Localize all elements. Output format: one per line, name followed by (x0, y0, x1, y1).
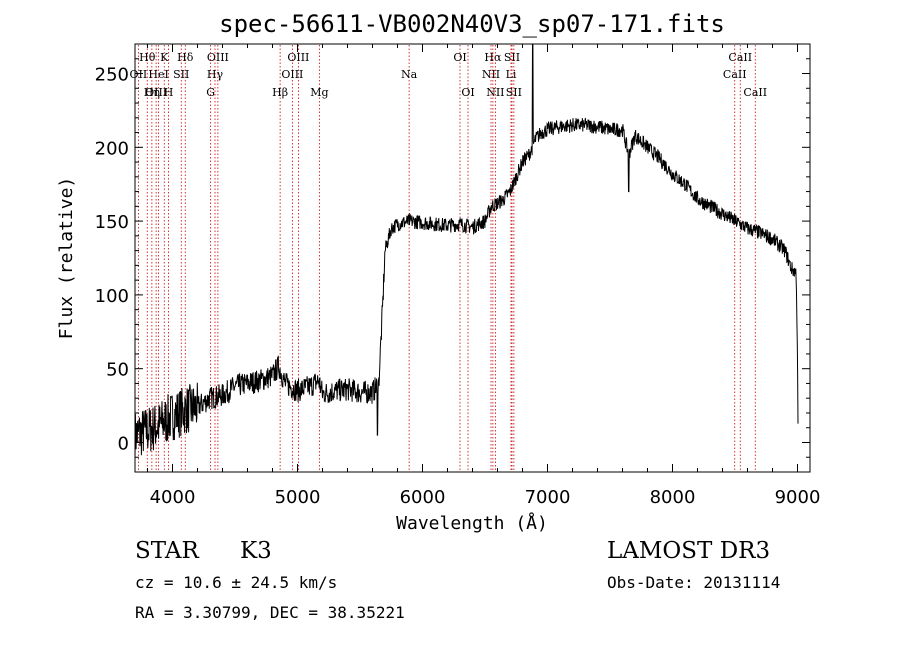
spectral-line-label: Hθ (139, 51, 156, 64)
spectral-line-label: Hδ (177, 51, 194, 64)
flux-line (134, 43, 799, 461)
y-tick-label: 0 (118, 433, 129, 454)
spectral-line-label: OIII (287, 51, 309, 64)
spectral-line-label: HeI (148, 68, 168, 81)
spectral-line-markers: Hθ OII OIII K HeI Hη H SII Hδ OIII Hγ G OIII OIII Hβ Mg… (130, 45, 767, 471)
spectral-line-label: Hγ (207, 68, 224, 81)
spectral-line-label: H (164, 86, 174, 99)
y-tick-label: 50 (106, 360, 129, 381)
spectral-line-label: OIII (145, 86, 167, 99)
spectral-line-label: Mg (310, 86, 328, 99)
spectral-line-label: NII (482, 68, 500, 81)
object-subclass: K3 (240, 538, 272, 564)
x-tick-label: 8000 (650, 487, 696, 508)
y-axis-label: Flux (relative) (56, 177, 77, 340)
y-tick-label: 200 (95, 138, 129, 159)
spectral-line-label: SII (506, 86, 522, 99)
spectral-line-label: CaII (723, 68, 747, 81)
spectral-line-label: Li (506, 68, 517, 81)
x-axis-label: Wavelength (Å) (396, 512, 548, 534)
spectral-line-label: K (160, 51, 169, 64)
spectral-line-label: OII (130, 68, 148, 81)
spectral-line-label: Hβ (272, 86, 288, 99)
spectral-line-label: G (206, 86, 215, 99)
x-tick-label: 9000 (775, 487, 821, 508)
plot-frame (134, 43, 811, 473)
y-tick-label: 100 (95, 286, 129, 307)
sky-coordinates: RA = 3.30799, DEC = 38.35221 (135, 603, 405, 622)
spectral-line-label: OIII (281, 68, 303, 81)
x-tick-label: 7000 (525, 487, 571, 508)
axes: 4000 5000 6000 7000 8000 9000 0 50 100 150 200 250 (95, 44, 821, 508)
spectral-line-label: CaII (728, 51, 752, 64)
spectral-line-label: SII (173, 68, 189, 81)
spectral-line-label: OI (453, 51, 466, 64)
spectral-line-label: OIII (207, 51, 229, 64)
object-class: STAR (135, 538, 199, 564)
spectral-line-label: NII (486, 86, 504, 99)
x-tick-label: 4000 (150, 487, 196, 508)
x-tick-label: 6000 (400, 487, 446, 508)
redshift-value: cz = 10.6 ± 24.5 km/s (135, 573, 338, 592)
spectral-line-label: CaII (743, 86, 767, 99)
spectral-line-label: Na (401, 68, 418, 81)
y-tick-label: 150 (95, 212, 129, 233)
spectral-line-label: OI (461, 86, 474, 99)
spectral-line-label: Hη (144, 86, 160, 99)
spectral-line-label: SII (504, 51, 520, 64)
survey-name: LAMOST DR3 (607, 538, 771, 564)
chart-title: spec-56611-VB002N40V3_sp07-171.fits (219, 10, 725, 38)
observation-date: Obs-Date: 20131114 (607, 573, 781, 592)
y-tick-label: 250 (95, 65, 129, 86)
x-tick-label: 5000 (275, 487, 321, 508)
spectral-line-label: Hα (484, 51, 502, 64)
flux-series (134, 43, 799, 461)
